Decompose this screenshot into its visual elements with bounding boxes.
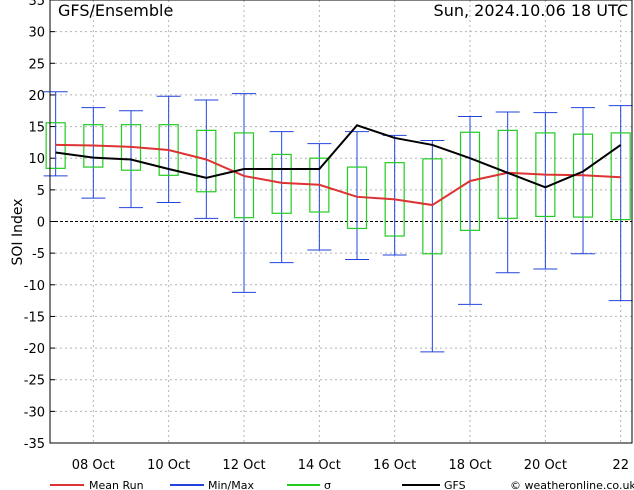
x-tick-label: 10 Oct bbox=[147, 458, 190, 473]
y-tick-label: 35 bbox=[28, 0, 45, 9]
x-tick-label: 14 Oct bbox=[298, 458, 341, 473]
x-tick-label: 08 Oct bbox=[72, 458, 115, 473]
legend-label-sigma: σ bbox=[324, 479, 331, 490]
y-tick-label: 20 bbox=[28, 89, 45, 104]
y-tick-label: 5 bbox=[37, 184, 45, 199]
chart-datetime: Sun, 2024.10.06 18 UTC bbox=[434, 1, 628, 20]
y-tick-label: -20 bbox=[24, 342, 45, 357]
plot-frame bbox=[49, 0, 633, 444]
sigma-box bbox=[422, 158, 443, 255]
sigma-box bbox=[196, 129, 217, 193]
gfs-line bbox=[55, 124, 622, 189]
y-tick-label: 0 bbox=[37, 216, 45, 231]
legend-item-sigma: σ bbox=[287, 479, 331, 490]
grid bbox=[50, 0, 632, 444]
chart-title: GFS/Ensemble bbox=[58, 1, 173, 20]
legend-item-gfs: GFS bbox=[402, 479, 466, 490]
legend-label-gfs: GFS bbox=[444, 479, 466, 490]
y-tick-label: -30 bbox=[24, 405, 45, 420]
credit-text: © weatheronline.co.uk bbox=[510, 479, 634, 490]
y-tick-label: 10 bbox=[28, 152, 45, 167]
legend: Mean Run Min/Max σ GFS © weatheronline.c… bbox=[50, 479, 634, 490]
legend-label-min-max: Min/Max bbox=[208, 479, 254, 490]
y-tick-label: -35 bbox=[24, 437, 45, 452]
y-axis-label: SOI Index bbox=[10, 198, 26, 265]
x-tick-label: 18 Oct bbox=[448, 458, 491, 473]
legend-item-min-max: Min/Max bbox=[170, 479, 254, 490]
x-tick-label: 16 Oct bbox=[373, 458, 416, 473]
sigma-box bbox=[233, 132, 255, 219]
x-tick-label: 12 Oct bbox=[222, 458, 265, 473]
y-tick-label: 30 bbox=[28, 26, 45, 41]
plot-area bbox=[43, 91, 633, 353]
x-tick-label: 22 bbox=[612, 458, 629, 473]
y-axis-ticks: -35 -30 -25 -20 -15 -10 -5 0 5 10 15 20 25 30 35 bbox=[24, 0, 45, 452]
x-tick-label: 20 Oct bbox=[524, 458, 567, 473]
x-axis-ticks: 08 Oct 10 Oct 12 Oct 14 Oct 16 Oct 18 Oct 20 O… bbox=[72, 458, 629, 473]
sigma-box bbox=[459, 131, 481, 231]
y-tick-label: -25 bbox=[24, 374, 45, 389]
y-tick-label: -10 bbox=[24, 279, 45, 294]
y-tick-label: -5 bbox=[32, 247, 45, 262]
y-tick-label: -15 bbox=[24, 310, 45, 325]
legend-label-mean-run: Mean Run bbox=[89, 479, 144, 490]
y-tick-label: 15 bbox=[28, 121, 45, 136]
y-tick-label: 25 bbox=[28, 57, 45, 72]
legend-item-mean-run: Mean Run bbox=[50, 479, 144, 490]
mean-run-line bbox=[55, 143, 621, 207]
